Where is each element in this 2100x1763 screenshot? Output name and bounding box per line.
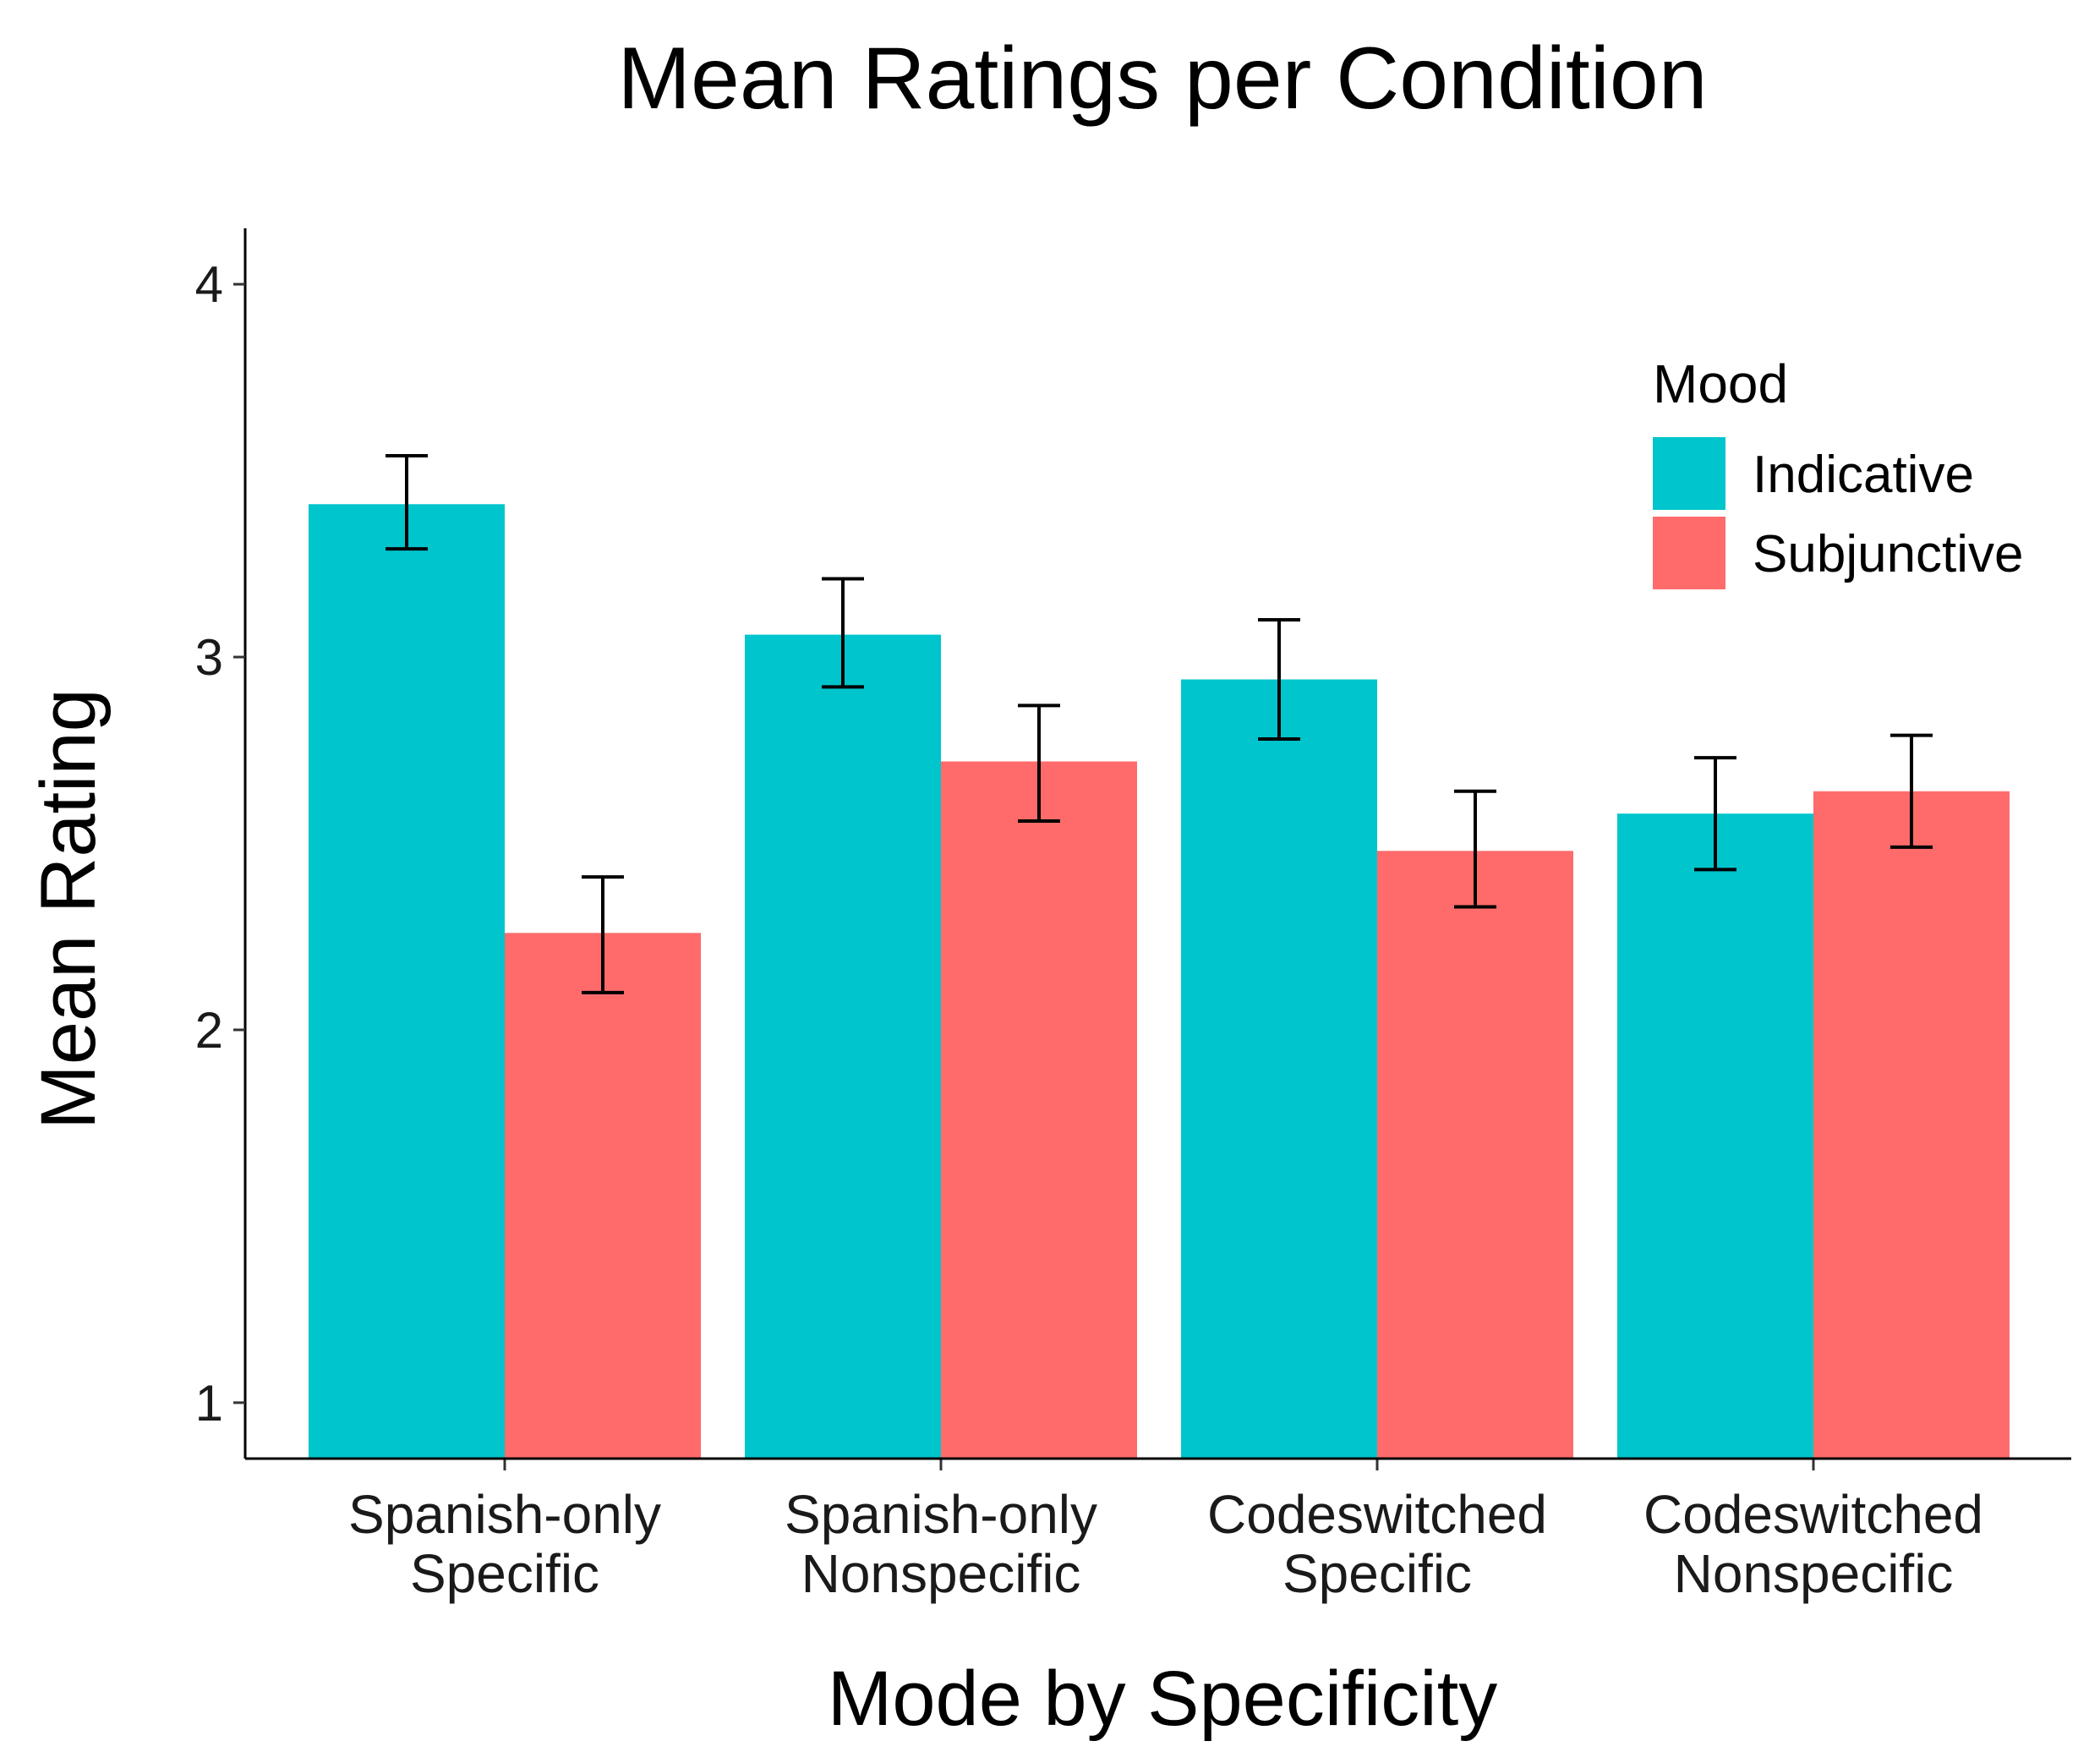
bar-subjunctive-4 — [1813, 791, 2010, 1459]
bar-subjunctive-1 — [505, 933, 701, 1459]
legend-key-subjunctive — [1653, 517, 1725, 589]
x-tick-label-4: Codeswitched Nonspecific — [1643, 1484, 1983, 1604]
legend-label-subjunctive: Subjunctive — [1753, 525, 2024, 583]
x-axis-title: Mode by Specificity — [828, 1656, 1498, 1742]
y-tick-label-1: 1 — [195, 1375, 223, 1432]
bar-indicative-2 — [745, 634, 941, 1459]
bar-subjunctive-3 — [1377, 851, 1573, 1459]
y-tick-label-4: 4 — [195, 256, 223, 313]
bar-indicative-3 — [1181, 679, 1377, 1459]
chart-title: Mean Ratings per Condition — [617, 30, 1707, 128]
bar-indicative-4 — [1617, 813, 1813, 1459]
legend-label-indicative: Indicative — [1753, 446, 1974, 504]
x-tick-label-3: Codeswitched Specific — [1207, 1484, 1547, 1604]
legend-title: Mood — [1653, 353, 1788, 414]
legend: Mood Indicative Subjunctive — [1653, 353, 2024, 589]
bar-indicative-1 — [309, 504, 505, 1459]
legend-key-indicative — [1653, 437, 1725, 510]
x-tick-label-2: Spanish-only Nonspecific — [785, 1484, 1097, 1604]
y-axis-title: Mean Rating — [25, 688, 112, 1130]
plot-area: Spanish-only Specific Spanish-only Nonspeci… — [195, 228, 2071, 1604]
y-tick-label-3: 3 — [195, 629, 223, 686]
y-tick-label-2: 2 — [195, 1002, 223, 1059]
x-tick-label-1: Spanish-only Specific — [348, 1484, 661, 1604]
bar-subjunctive-2 — [941, 761, 1137, 1459]
